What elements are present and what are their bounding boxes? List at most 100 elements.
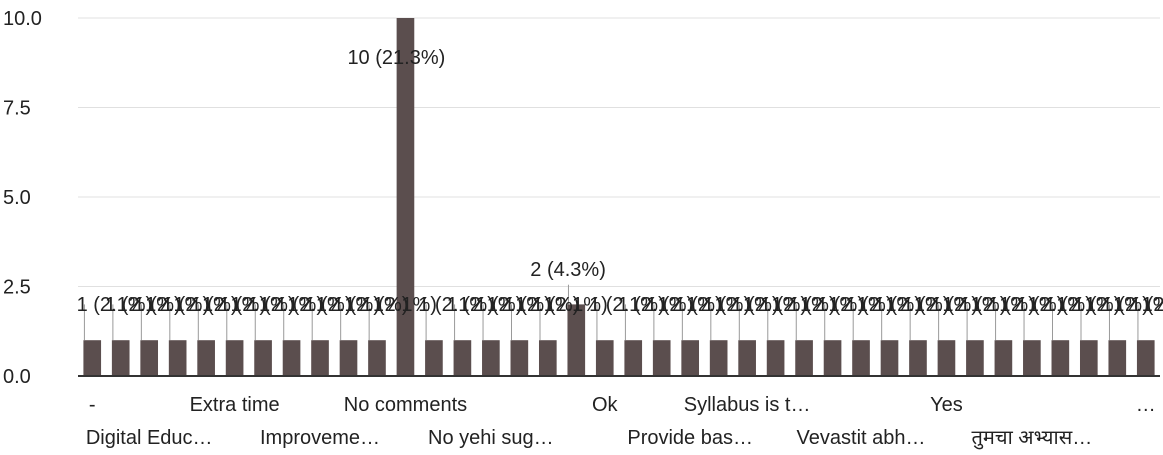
bar (168, 340, 187, 376)
x-category-label: Improveme… (260, 427, 380, 449)
bar (482, 340, 500, 376)
data-labels: 1 (2.1%)1 (2.1%)1 (2.1%)1 (2.1%)1 (2.1%)… (77, 47, 1163, 316)
bar (795, 340, 813, 376)
bar (1023, 340, 1041, 376)
bar (538, 340, 557, 376)
data-label: 1 (2.1%) (134, 294, 210, 316)
bar (339, 340, 358, 376)
x-category-label: Provide bas… (627, 427, 753, 449)
bar (823, 340, 842, 376)
bar (852, 340, 870, 376)
data-label: 1 (2.1%) (760, 294, 836, 316)
data-label: 1 (2.1%) (1130, 294, 1163, 316)
y-tick-label: 7.5 (3, 98, 31, 120)
x-category-label: … (1136, 394, 1156, 416)
bar (709, 340, 728, 376)
data-label: 1 (2.1%) (333, 294, 409, 316)
data-label-second: 2 (4.3%) (530, 259, 606, 281)
bars (83, 18, 1155, 376)
data-label: 1 (2.1%) (675, 294, 751, 316)
y-axis-ticks: 0.0 2.5 5.0 7.5 10.0 (3, 8, 42, 388)
y-tick-label: 0.0 (3, 366, 31, 388)
y-tick-label: 10.0 (3, 8, 42, 30)
data-label: 1 (2.1%) (475, 294, 551, 316)
label-leaders (83, 284, 1139, 341)
data-label: 1 (2.1%) (959, 294, 1035, 316)
data-label: 1 (2.1%) (988, 294, 1064, 316)
gridlines (78, 17, 1160, 287)
bar (197, 340, 215, 376)
bar (111, 340, 130, 376)
bar (1079, 340, 1098, 376)
bar (83, 340, 102, 376)
bar (652, 340, 671, 376)
data-label: 1 (2.1%) (105, 294, 181, 316)
data-label: 1 (2.1%) (874, 294, 950, 316)
bar (909, 340, 927, 376)
bar (766, 340, 785, 376)
bar (453, 340, 472, 376)
bar (937, 340, 956, 376)
data-label: 1 (2.1%) (162, 294, 238, 316)
bar (880, 340, 899, 376)
data-label: 1 (2.1%) (304, 294, 380, 316)
data-label: 1 (2.1%) (190, 294, 266, 316)
x-category-label: Ok (592, 394, 619, 416)
bar (595, 340, 614, 376)
bar (567, 304, 586, 376)
data-label: 1 (2.1%) (703, 294, 779, 316)
data-label: 1 (2.1%) (447, 294, 523, 316)
data-label: 1 (2.1%) (731, 294, 807, 316)
bar (254, 340, 272, 376)
data-label-max: 10 (21.3%) (347, 47, 445, 69)
bar (368, 340, 386, 376)
data-label: 1 (2.1%) (77, 294, 153, 316)
data-label: 1 (2.1%) (532, 294, 608, 316)
x-category-label: Syllabus is t… (684, 394, 811, 416)
bar (396, 18, 415, 376)
bar (738, 340, 756, 376)
bar (311, 340, 329, 376)
bar (681, 340, 700, 376)
bar (425, 340, 443, 376)
bar (624, 340, 643, 376)
x-category-label: Yes (930, 394, 963, 416)
data-label: 1 (2.1%) (247, 294, 323, 316)
x-axis-labels: - Extra time No comments Ok Syllabus is t… Ye… (86, 394, 1156, 450)
bar (966, 340, 984, 376)
y-tick-label: 2.5 (3, 277, 31, 299)
data-label: 1 (2.1%) (817, 294, 893, 316)
x-category-label: No yehi sug… (428, 427, 554, 449)
data-label: 1 (2.1%) (1102, 294, 1163, 316)
data-label: 1 (2.1%) (931, 294, 1007, 316)
data-label: 1 (2.1%) (361, 294, 437, 316)
data-label: 1 (2.1%) (219, 294, 295, 316)
bar (1051, 340, 1070, 376)
bar (1108, 340, 1127, 376)
x-category-label: No comments (344, 394, 467, 416)
x-category-label: Digital Educ… (86, 427, 213, 449)
data-label: 1 (2.1%) (1016, 294, 1092, 316)
data-label: 1 (2.1%) (504, 294, 580, 316)
data-label: 1 (2.1%) (589, 294, 665, 316)
bar (140, 340, 159, 376)
data-label: 1 (2.1%) (845, 294, 921, 316)
data-label: 1 (2.1%) (418, 294, 494, 316)
data-label: 1 (2.1%) (902, 294, 978, 316)
data-label: 1 (2.1%) (1073, 294, 1149, 316)
x-category-label: Vevastit abh… (797, 427, 926, 449)
bar (510, 340, 529, 376)
bar (1136, 340, 1155, 376)
data-label: 1 (2.1%) (1045, 294, 1121, 316)
bar (225, 340, 244, 376)
data-label: 1 (2.1%) (646, 294, 722, 316)
x-category-label: तुमचा अभ्यास… (972, 427, 1093, 450)
data-label: 1 (2.1%) (618, 294, 694, 316)
x-category-label: Extra time (190, 394, 280, 416)
data-label: 1 (2.1%) (276, 294, 352, 316)
bar (994, 340, 1013, 376)
x-category-label: - (89, 394, 96, 416)
data-label: 1 (2.1%) (788, 294, 864, 316)
y-tick-label: 5.0 (3, 187, 31, 209)
